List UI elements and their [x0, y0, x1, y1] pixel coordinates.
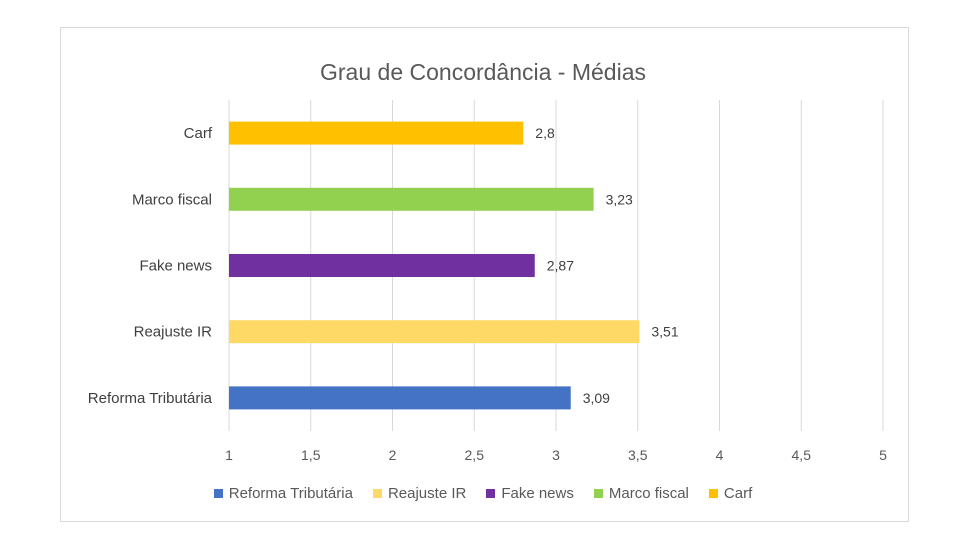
legend-label: Fake news — [501, 485, 574, 502]
x-tick-label: 3 — [552, 447, 560, 463]
x-tick-label: 1,5 — [301, 447, 321, 463]
legend-label: Carf — [723, 485, 753, 502]
x-tick-label: 5 — [879, 447, 887, 463]
x-tick-label: 3,5 — [628, 447, 648, 463]
legend-swatch — [372, 489, 382, 498]
legend-swatch — [708, 489, 718, 498]
legend-swatch — [486, 489, 496, 498]
legend-item: Marco fiscal — [593, 485, 689, 502]
bar — [229, 121, 524, 145]
x-tick-label: 2 — [389, 447, 397, 463]
legend-label: Marco fiscal — [608, 485, 689, 502]
legend-item: Reforma Tributária — [213, 485, 353, 502]
bar — [229, 386, 571, 410]
category-label: Reforma Tributária — [88, 390, 213, 407]
data-label: 2,87 — [547, 258, 574, 274]
legend-item: Fake news — [486, 485, 574, 502]
category-label: Carf — [184, 125, 213, 142]
category-label: Reajuste IR — [134, 324, 213, 341]
chart-legend: Reforma Tributária Reajuste IR Fake news Ma… — [0, 485, 966, 502]
legend-swatch — [213, 489, 223, 498]
legend-label: Reforma Tributária — [228, 485, 353, 502]
data-label: 3,09 — [583, 390, 610, 406]
chart-title: Grau de Concordância - Médias — [320, 59, 646, 85]
legend-swatch — [593, 489, 603, 498]
x-tick-label: 1 — [225, 447, 233, 463]
category-label: Fake news — [139, 258, 212, 275]
x-tick-label: 2,5 — [465, 447, 485, 463]
bar — [229, 254, 535, 277]
data-label: 3,23 — [606, 191, 633, 207]
data-label: 2,8 — [535, 125, 555, 141]
bar — [229, 187, 594, 211]
legend-item: Carf — [708, 485, 753, 502]
x-tick-label: 4,5 — [792, 447, 812, 463]
legend-item: Reajuste IR — [372, 485, 467, 502]
data-label: 3,51 — [651, 324, 678, 340]
category-label: Marco fiscal — [132, 191, 212, 208]
bar — [229, 320, 640, 344]
x-tick-label: 4 — [716, 447, 724, 463]
legend-label: Reajuste IR — [387, 485, 467, 502]
